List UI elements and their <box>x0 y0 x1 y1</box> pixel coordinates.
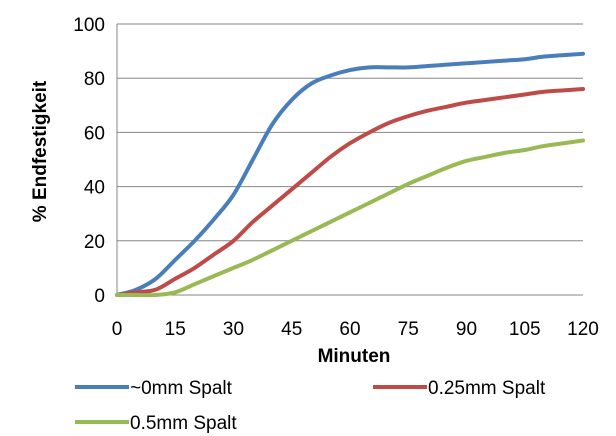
series-line-3 <box>115 138 585 298</box>
x-axis-title: Minuten <box>318 346 391 367</box>
y-axis-title: % Endfestigkeit <box>30 80 51 222</box>
legend-item-1: ~0mm Spalt <box>75 378 233 399</box>
x-tick-label: 105 <box>509 319 541 340</box>
legend-label: 0.25mm Spalt <box>428 378 546 399</box>
x-tick-label: 120 <box>567 319 599 340</box>
series-lines <box>115 51 585 298</box>
x-tick-label: 15 <box>165 319 186 340</box>
x-tick-label: 30 <box>223 319 244 340</box>
y-tick-label: 40 <box>84 178 105 199</box>
legend: ~0mm Spalt 0.25mm Spalt 0.5mm Spalt <box>75 378 546 434</box>
legend-item-2: 0.25mm Spalt <box>373 378 546 399</box>
y-tick-label: 60 <box>84 123 105 144</box>
y-tick-label: 80 <box>84 69 105 90</box>
x-tick-label: 75 <box>398 319 419 340</box>
y-tick-labels: 0 20 40 60 80 100 <box>73 15 105 307</box>
legend-label: ~0mm Spalt <box>130 378 233 399</box>
legend-label: 0.5mm Spalt <box>130 413 237 434</box>
x-tick-label: 90 <box>456 319 477 340</box>
series-line-2 <box>115 87 585 297</box>
x-tick-labels: 0 15 30 45 60 75 90 105 120 <box>112 319 599 340</box>
legend-item-3: 0.5mm Spalt <box>75 413 237 434</box>
y-tick-label: 100 <box>73 15 105 36</box>
x-tick-label: 45 <box>281 319 302 340</box>
x-tick-label: 0 <box>112 319 123 340</box>
y-tick-label: 0 <box>94 286 105 307</box>
gridlines <box>116 23 583 296</box>
y-tick-label: 20 <box>84 232 105 253</box>
x-tick-label: 60 <box>339 319 360 340</box>
series-line-1 <box>115 51 585 297</box>
